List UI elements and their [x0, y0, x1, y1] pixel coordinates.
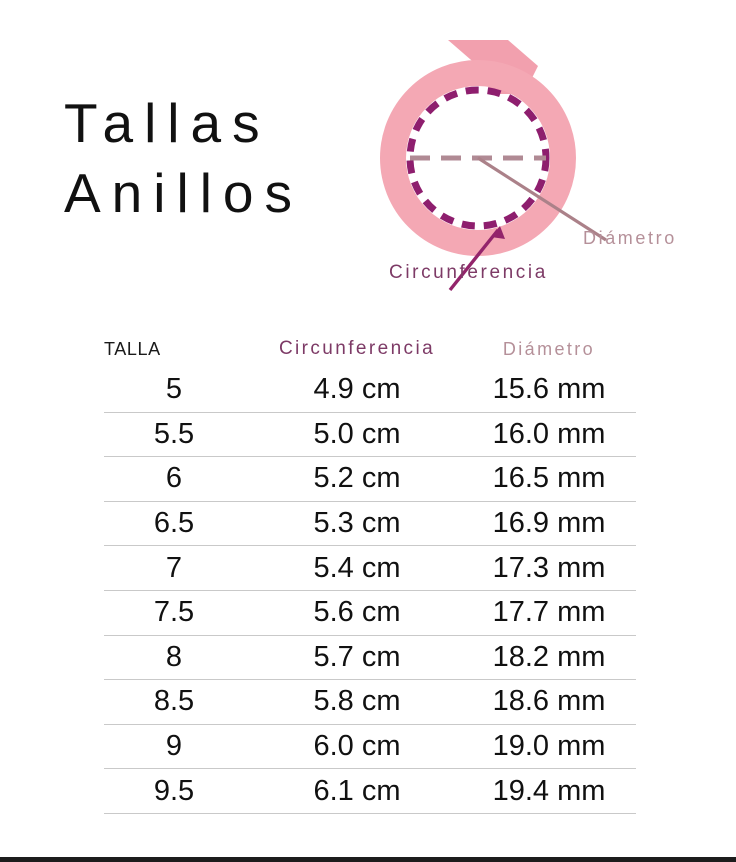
- table-row: 6 5.2 cm 16.5 mm: [104, 457, 636, 502]
- table-row: 8 5.7 cm 18.2 mm: [104, 636, 636, 681]
- cell-talla: 9: [165, 730, 183, 763]
- table-row: 9 6.0 cm 19.0 mm: [104, 725, 636, 770]
- table-row: 9.5 6.1 cm 19.4 mm: [104, 769, 636, 814]
- cell-talla: 7.5: [153, 596, 195, 629]
- table-header-row: TALLA Circunferencia Diámetro: [104, 330, 636, 368]
- column-header-talla: TALLA: [104, 338, 161, 359]
- cell-talla: 5.5: [153, 417, 195, 450]
- cell-circunferencia: 5.7 cm: [313, 640, 401, 673]
- cell-diametro: 17.7 mm: [492, 596, 606, 629]
- cell-diametro: 18.6 mm: [492, 685, 606, 718]
- cell-circunferencia: 5.6 cm: [313, 596, 401, 629]
- cell-diametro: 18.2 mm: [492, 640, 606, 673]
- table-row: 7 5.4 cm 17.3 mm: [104, 546, 636, 591]
- cell-circunferencia: 6.1 cm: [313, 774, 401, 807]
- cell-diametro: 19.0 mm: [492, 730, 606, 763]
- cell-talla: 8.5: [153, 685, 195, 718]
- circumference-callout-label: Circunferencia: [389, 262, 548, 283]
- cell-talla: 8: [165, 640, 183, 673]
- page-title: Tallas Anillos: [64, 88, 404, 228]
- column-header-circunferencia: Circunferencia: [278, 338, 436, 359]
- cell-talla: 6: [165, 462, 183, 495]
- table-body: 5 4.9 cm 15.6 mm 5.5 5.0 cm 16.0 mm 6 5.2 cm 16.…: [104, 368, 636, 814]
- table-row: 6.5 5.3 cm 16.9 mm: [104, 502, 636, 547]
- ring-size-table: TALLA Circunferencia Diámetro 5 4.9 cm 15.…: [104, 330, 636, 814]
- table-row: 5.5 5.0 cm 16.0 mm: [104, 413, 636, 458]
- cell-diametro: 17.3 mm: [492, 551, 606, 584]
- cell-circunferencia: 5.4 cm: [313, 551, 401, 584]
- cell-talla: 5: [165, 373, 183, 406]
- ring-diagram: [378, 28, 708, 296]
- cell-diametro: 16.0 mm: [492, 417, 606, 450]
- cell-circunferencia: 5.2 cm: [313, 462, 401, 495]
- cell-talla: 9.5: [153, 774, 195, 807]
- cell-diametro: 16.9 mm: [492, 507, 606, 540]
- cell-circunferencia: 5.3 cm: [313, 507, 401, 540]
- title-line-1: Tallas: [64, 92, 271, 154]
- cell-talla: 7: [165, 551, 183, 584]
- cell-circunferencia: 5.0 cm: [313, 417, 401, 450]
- cell-circunferencia: 5.8 cm: [313, 685, 401, 718]
- cell-circunferencia: 4.9 cm: [313, 373, 401, 406]
- circumference-leader-line: [448, 228, 500, 292]
- table-row: 5 4.9 cm 15.6 mm: [104, 368, 636, 413]
- diameter-callout-label: Diámetro: [583, 228, 677, 248]
- cell-circunferencia: 6.0 cm: [313, 730, 401, 763]
- bottom-edge-strip: [0, 857, 736, 862]
- table-row: 7.5 5.6 cm 17.7 mm: [104, 591, 636, 636]
- column-header-diametro: Diámetro: [502, 338, 596, 359]
- ring-band: [380, 60, 576, 256]
- cell-diametro: 15.6 mm: [492, 373, 606, 406]
- cell-talla: 6.5: [153, 507, 195, 540]
- title-line-2: Anillos: [64, 162, 304, 224]
- table-row: 8.5 5.8 cm 18.6 mm: [104, 680, 636, 725]
- cell-diametro: 16.5 mm: [492, 462, 606, 495]
- gem-icon: [448, 40, 538, 66]
- diameter-leader-line: [477, 156, 607, 242]
- circumference-arrowhead-icon: [491, 226, 505, 239]
- cell-diametro: 19.4 mm: [492, 774, 606, 807]
